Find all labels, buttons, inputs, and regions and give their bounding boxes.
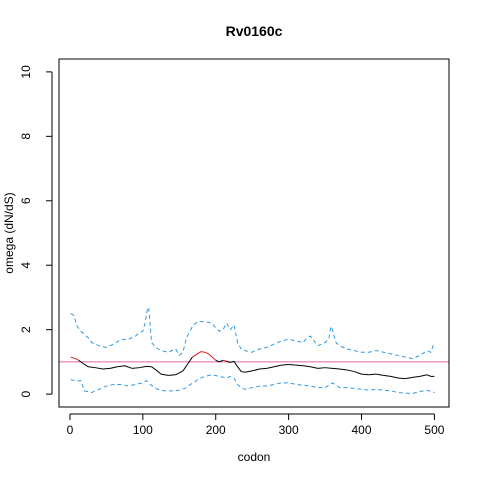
axes-layer: 0 100 200 300 400 500 0 2 4 6 8 10 (19, 65, 445, 437)
x-tick-label-300: 300 (279, 423, 299, 437)
series-estimate-segment (241, 371, 245, 373)
series-estimate-segment (266, 366, 275, 369)
series-upper-bound-line (70, 305, 435, 360)
series-estimate-segment (426, 374, 431, 377)
y-tick-label-6: 6 (19, 197, 33, 204)
x-tick-label-500: 500 (424, 423, 444, 437)
series-estimate-segment (230, 360, 235, 364)
series-estimate-segment (237, 366, 242, 372)
series-estimate-segment (109, 366, 118, 369)
series-estimate-segment (82, 363, 89, 368)
series-estimate-segment (102, 367, 111, 370)
chart-title: Rv0160c (226, 23, 283, 39)
x-tick-label-200: 200 (206, 423, 226, 437)
series-estimate-segment (233, 360, 239, 367)
series-estimate-segment (390, 375, 399, 379)
series-layer (70, 305, 435, 394)
series-estimate-segment (131, 367, 140, 369)
series-estimate-segment (281, 363, 289, 366)
y-tick-label-10: 10 (19, 65, 33, 79)
series-estimate-segment (204, 351, 209, 355)
series-estimate-segment (383, 374, 391, 377)
series-estimate-segment (78, 359, 84, 364)
series-estimate-segment (339, 368, 348, 371)
series-estimate-segment (368, 373, 377, 376)
y-tick-label-0: 0 (19, 390, 33, 397)
series-estimate-segment (151, 366, 157, 371)
y-tick-label-4: 4 (19, 262, 33, 269)
series-estimate-segment (168, 374, 176, 376)
x-axis-label: codon (238, 450, 271, 464)
series-estimate-segment (175, 370, 184, 376)
series-estimate-segment (70, 356, 76, 360)
x-tick-label-0: 0 (67, 423, 74, 437)
series-estimate-segment (405, 376, 413, 380)
series-estimate-segment (211, 356, 217, 361)
series-estimate-segment (303, 365, 311, 368)
series-estimate-segment (219, 359, 224, 363)
series-estimate-segment (252, 368, 260, 372)
series-estimate-segment (273, 364, 282, 368)
series-estimate-segment (397, 377, 406, 380)
series-estimate-segment (124, 365, 133, 369)
series-estimate-segment (155, 369, 162, 375)
series-estimate-segment (88, 366, 96, 369)
series-estimate-segment (160, 373, 169, 376)
series-estimate-segment (208, 353, 213, 358)
series-estimate-segment (419, 374, 428, 377)
series-estimate-segment (361, 373, 369, 376)
series-estimate-segment (259, 367, 267, 370)
series-estimate-segment (222, 359, 227, 362)
series-estimate-segment (201, 351, 205, 353)
series-estimate-segment (117, 365, 125, 368)
series-estimate-segment (215, 359, 220, 363)
x-tick-label-400: 400 (352, 423, 372, 437)
plot-frame (58, 58, 450, 408)
series-estimate-segment (317, 367, 326, 369)
series-estimate-segment (412, 375, 420, 378)
y-axis-label: omega (dN/dS) (2, 192, 16, 273)
series-estimate-segment (354, 371, 362, 375)
series-estimate-segment (187, 356, 193, 364)
series-estimate-segment (295, 364, 304, 367)
series-estimate-segment (182, 363, 189, 372)
series-estimate-segment (376, 373, 384, 376)
series-estimate-segment (226, 360, 231, 364)
series-estimate-segment (95, 367, 103, 370)
series-estimate-segment (310, 366, 318, 369)
series-estimate-segment (139, 365, 147, 369)
x-tick-label-100: 100 (133, 423, 153, 437)
series-estimate-line (70, 351, 435, 380)
series-estimate-segment (192, 353, 198, 358)
series-estimate-segment (325, 367, 333, 369)
series-estimate-segment (75, 358, 79, 361)
series-estimate-segment (332, 367, 340, 370)
series-lower-bound-line (70, 374, 435, 394)
series-estimate-segment (197, 351, 202, 355)
y-tick-label-2: 2 (19, 326, 33, 333)
y-tick-label-8: 8 (19, 133, 33, 140)
series-estimate-segment (288, 363, 296, 366)
series-estimate-segment (244, 370, 253, 373)
series-estimate-segment (346, 369, 355, 373)
